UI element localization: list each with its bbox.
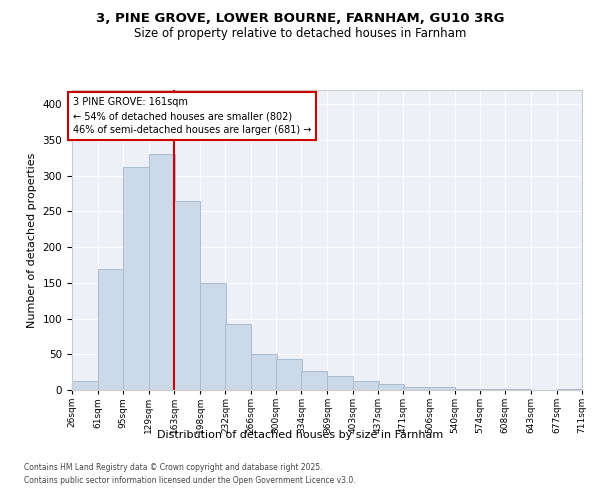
Text: 3 PINE GROVE: 161sqm
← 54% of detached houses are smaller (802)
46% of semi-deta: 3 PINE GROVE: 161sqm ← 54% of detached h… bbox=[73, 97, 311, 135]
Bar bbox=[124, 167, 149, 390]
Text: Contains public sector information licensed under the Open Government Licence v3: Contains public sector information licen… bbox=[24, 476, 356, 485]
Bar bbox=[226, 324, 251, 390]
Bar bbox=[328, 376, 353, 390]
Text: Size of property relative to detached houses in Farnham: Size of property relative to detached ho… bbox=[134, 28, 466, 40]
Bar bbox=[276, 358, 302, 390]
Bar bbox=[174, 200, 200, 390]
Text: Contains HM Land Registry data © Crown copyright and database right 2025.: Contains HM Land Registry data © Crown c… bbox=[24, 464, 323, 472]
Bar bbox=[98, 268, 124, 390]
Bar bbox=[378, 384, 404, 390]
Bar bbox=[72, 382, 98, 390]
Y-axis label: Number of detached properties: Number of detached properties bbox=[27, 152, 37, 328]
Bar bbox=[200, 283, 226, 390]
Bar bbox=[149, 154, 175, 390]
Bar bbox=[403, 387, 430, 390]
Bar bbox=[251, 354, 277, 390]
Bar bbox=[430, 387, 455, 390]
Text: Distribution of detached houses by size in Farnham: Distribution of detached houses by size … bbox=[157, 430, 443, 440]
Bar bbox=[353, 382, 379, 390]
Bar bbox=[455, 388, 481, 390]
Text: 3, PINE GROVE, LOWER BOURNE, FARNHAM, GU10 3RG: 3, PINE GROVE, LOWER BOURNE, FARNHAM, GU… bbox=[96, 12, 504, 26]
Bar bbox=[301, 370, 328, 390]
